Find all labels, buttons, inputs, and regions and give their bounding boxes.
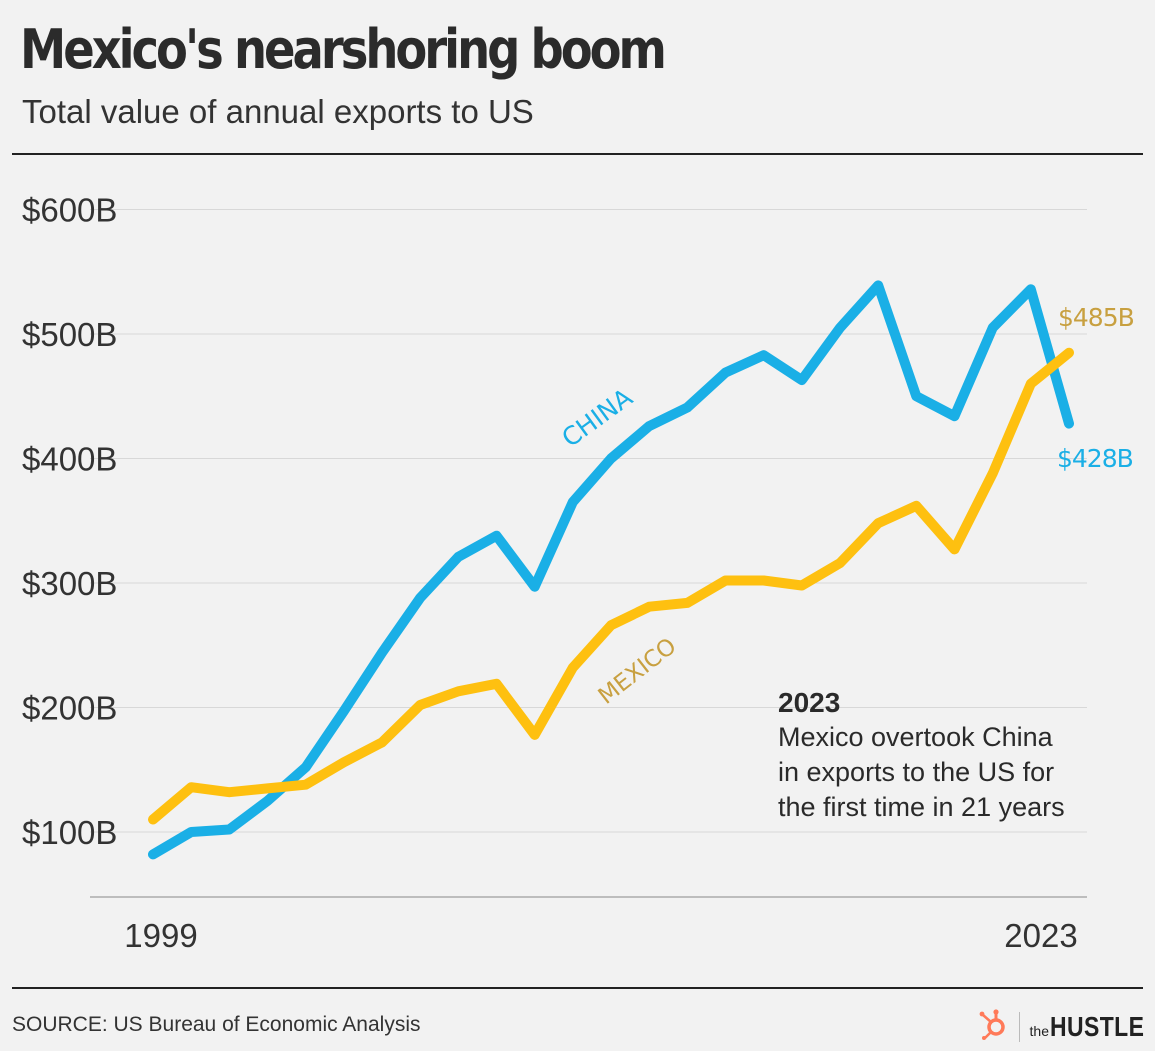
brand-prefix: the <box>1029 1022 1049 1039</box>
series-label-mexico: MEXICO <box>594 633 682 710</box>
y-tick-label: $400B <box>22 441 117 478</box>
annotation-heading: 2023 <box>778 687 840 718</box>
y-tick-label: $300B <box>22 565 117 602</box>
hubspot-sprocket-icon <box>977 1008 1009 1045</box>
y-tick-label: $600B <box>22 192 117 229</box>
x-tick-label: 2023 <box>1004 917 1077 954</box>
brand-divider <box>1018 1011 1020 1042</box>
annotation-text-line: in exports to the US for <box>778 757 1054 787</box>
series-line-china <box>148 280 1074 860</box>
annotation-text-line: the first time in 21 years <box>778 792 1065 822</box>
y-tick-label: $200B <box>22 690 117 727</box>
top-divider <box>12 153 1143 155</box>
brand-name: HUSTLE <box>1050 1010 1145 1042</box>
bottom-divider <box>12 987 1143 989</box>
chart-subtitle: Total value of annual exports to US <box>22 93 534 130</box>
series-line-mexico <box>148 347 1074 825</box>
end-value-china: $428B <box>1057 444 1133 473</box>
annotation-text-line: Mexico overtook China <box>778 722 1054 752</box>
x-tick-label: 1999 <box>124 917 197 954</box>
brand-logo: theHUSTLE <box>977 1008 1145 1045</box>
source-note: SOURCE: US Bureau of Economic Analysis <box>12 1013 421 1036</box>
y-tick-label: $500B <box>22 316 117 353</box>
y-tick-label: $100B <box>22 814 117 851</box>
end-value-mexico: $485B <box>1058 303 1134 332</box>
chart-title: Mexico's nearshoring boom <box>20 18 667 81</box>
